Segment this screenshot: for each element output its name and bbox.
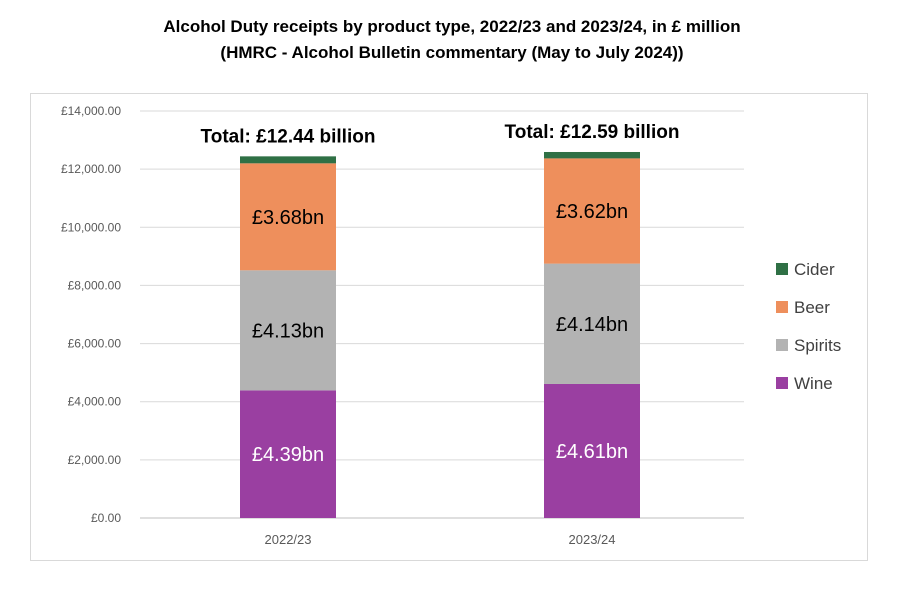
legend-swatch-beer <box>776 301 788 313</box>
legend-swatch-wine <box>776 377 788 389</box>
chart-title-block: Alcohol Duty receipts by product type, 2… <box>0 14 904 66</box>
y-tick-label: £8,000.00 <box>68 278 122 292</box>
bar-segment-wine <box>544 383 640 518</box>
data-label: £4.39bn <box>252 444 324 466</box>
legend-swatch-spirits <box>776 339 788 351</box>
chart-frame <box>30 93 868 561</box>
data-label: £3.62bn <box>556 201 628 223</box>
legend-swatch-cider <box>776 263 788 275</box>
legend-label-wine: Wine <box>794 374 833 393</box>
bar-segment-cider <box>240 156 336 164</box>
chart-subtitle: (HMRC - Alcohol Bulletin commentary (May… <box>220 43 684 62</box>
total-label: Total: £12.59 billion <box>505 122 680 143</box>
data-label: £3.68bn <box>252 207 324 229</box>
y-tick-label: £12,000.00 <box>61 162 121 176</box>
bar-segment-beer <box>240 163 336 271</box>
y-tick-label: £10,000.00 <box>61 220 121 234</box>
data-label: £4.14bn <box>556 314 628 336</box>
y-tick-label: £4,000.00 <box>68 395 122 409</box>
x-tick-label: 2022/23 <box>265 532 312 547</box>
bar-segment-wine <box>240 390 336 518</box>
legend-label-beer: Beer <box>794 298 830 317</box>
y-tick-label: £6,000.00 <box>68 337 122 351</box>
data-label: £4.13bn <box>252 320 324 342</box>
chart-title: Alcohol Duty receipts by product type, 2… <box>163 17 741 36</box>
legend-label-cider: Cider <box>794 260 835 279</box>
y-tick-label: £2,000.00 <box>68 453 122 467</box>
bar-segment-beer <box>544 158 640 264</box>
total-label: Total: £12.44 billion <box>201 126 376 147</box>
y-tick-label: £0.00 <box>91 511 121 525</box>
bar-segment-spirits <box>544 263 640 384</box>
bar-segment-spirits <box>240 270 336 391</box>
y-tick-label: £14,000.00 <box>61 104 121 118</box>
x-tick-label: 2023/24 <box>569 532 616 547</box>
data-label: £4.61bn <box>556 441 628 463</box>
legend-label-spirits: Spirits <box>794 336 841 355</box>
bar-segment-cider <box>544 151 640 159</box>
